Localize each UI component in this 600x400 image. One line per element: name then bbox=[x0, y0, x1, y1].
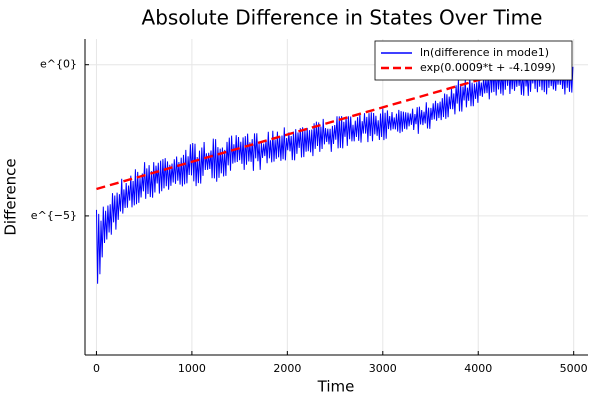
x-tick-label: 1000 bbox=[178, 362, 206, 375]
x-tick-label: 2000 bbox=[273, 362, 301, 375]
y-axis-label: Difference bbox=[2, 158, 20, 235]
x-tick-label: 0 bbox=[93, 362, 100, 375]
legend-label-mode1: ln(difference in mode1) bbox=[420, 46, 549, 59]
legend: ln(difference in mode1) exp(0.0009*t + -… bbox=[374, 40, 573, 81]
x-tick-label: 5000 bbox=[560, 362, 588, 375]
y-tick-label: e^{0} bbox=[40, 58, 77, 71]
y-ticks: e^{0} e^{−5} bbox=[31, 58, 89, 222]
legend-box bbox=[374, 40, 573, 81]
y-tick-label: e^{−5} bbox=[31, 209, 77, 222]
x-tick-label: 3000 bbox=[369, 362, 397, 375]
series-fit-line bbox=[96, 62, 536, 191]
plot-area bbox=[96, 61, 574, 284]
series-mode1-line bbox=[96, 61, 574, 284]
x-tick-label: 4000 bbox=[464, 362, 492, 375]
legend-label-fit: exp(0.0009*t + -4.1099) bbox=[420, 61, 556, 74]
x-ticks: 0 1000 2000 3000 4000 5000 bbox=[93, 351, 588, 375]
chart-title: Absolute Difference in States Over Time bbox=[142, 6, 543, 30]
x-axis-label: Time bbox=[317, 378, 355, 396]
